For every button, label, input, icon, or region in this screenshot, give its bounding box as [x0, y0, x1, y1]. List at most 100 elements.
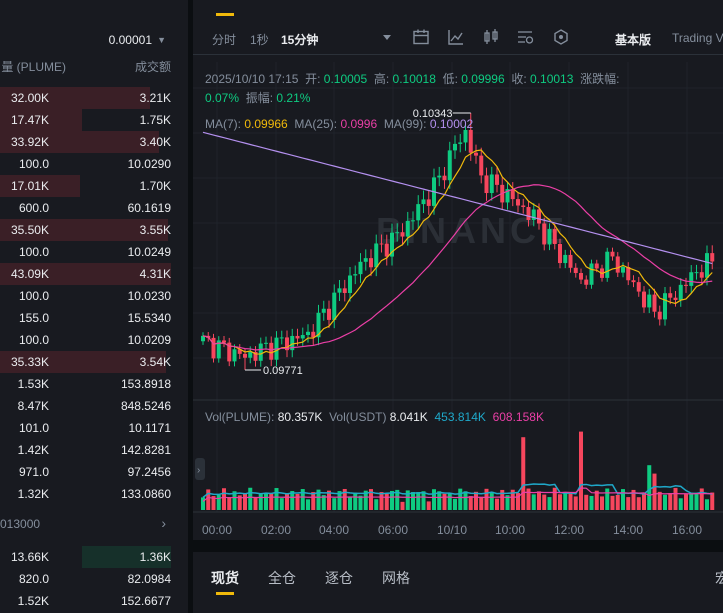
tab-grid[interactable]: 网格 [382, 570, 410, 586]
volume-bar [610, 495, 615, 510]
mid-price-row[interactable]: 013000 › [0, 512, 188, 536]
bid-row[interactable]: 13.66K 1.36K [0, 546, 171, 568]
bid-row[interactable]: 1.52K 152.6677 [0, 590, 171, 612]
ask-row[interactable]: 32.00K 3.21K [0, 87, 171, 109]
ask-row[interactable]: 17.01K 1.70K [0, 175, 171, 197]
ask-row[interactable]: 35.50K 3.55K [0, 219, 171, 241]
ma7-label: MA(7): [205, 117, 241, 131]
vol-label: Vol(PLUME): [205, 410, 275, 424]
ma99-line [202, 131, 713, 265]
tab-cross[interactable]: 全仓 [268, 570, 296, 586]
tab-spot[interactable]: 现货 [211, 570, 239, 586]
hexagon-icon[interactable] [552, 28, 570, 46]
bid-total: 1.36K [139, 550, 171, 564]
ask-row[interactable]: 100.0 10.0230 [0, 285, 171, 307]
volume-bar [222, 488, 226, 510]
ask-qty: 155.0 [18, 311, 49, 325]
indicator-icon[interactable] [516, 28, 534, 46]
tab-tradingview[interactable]: Trading V [672, 31, 723, 45]
ma-info-line: MA(7): 0.09966 MA(25): 0.0996 MA(99): 0.… [205, 117, 473, 131]
volume-ma-line [202, 483, 713, 498]
tab-time[interactable]: 分时 [212, 33, 237, 47]
ask-row[interactable]: 1.53K 153.8918 [0, 373, 171, 395]
ask-total: 3.54K [139, 355, 171, 369]
ask-row[interactable]: 43.09K 4.31K [0, 263, 171, 285]
candle-body [589, 263, 594, 285]
vol-ma-a: 453.814K [434, 410, 486, 424]
candle-body [678, 284, 683, 300]
depth-bar [0, 131, 160, 153]
candle-settings-icon[interactable] [482, 28, 500, 46]
ma7-value: 0.09966 [244, 117, 288, 131]
tab-basic[interactable]: 基本版 [615, 33, 652, 47]
ohlc-info-line-2: 0.07% 振幅: 0.21% [205, 89, 310, 106]
order-book: 0.00001 ▼ 量 (PLUME) 成交额 32.00K 3.21K 17.47… [0, 0, 188, 613]
candle-body [458, 142, 463, 144]
chevron-right-icon[interactable]: › [161, 515, 166, 531]
candle-body [358, 261, 363, 275]
tab-15m[interactable]: 15分钟 [281, 33, 319, 47]
chevron-down-icon[interactable] [378, 28, 396, 46]
volume-bar [552, 487, 557, 510]
ask-qty: 32.00K [10, 91, 49, 105]
orderbook-precision-selector[interactable]: 0.00001 ▼ [0, 28, 188, 50]
candle-body [258, 343, 263, 361]
candle-body [227, 342, 232, 362]
depth-bar [0, 87, 151, 109]
ask-row[interactable]: 100.0 10.0209 [0, 329, 171, 351]
volume-bar [264, 493, 268, 510]
volume-bar [327, 490, 331, 510]
ask-row[interactable]: 8.47K 848.5246 [0, 395, 171, 417]
chevron-down-icon[interactable]: ▼ [157, 35, 166, 45]
candle-body [426, 199, 431, 206]
volume-bar [516, 493, 520, 510]
right-edge-glyph[interactable]: 宏 [715, 570, 723, 586]
ma25-value: 0.0996 [340, 117, 378, 131]
ask-qty: 100.0 [18, 289, 49, 303]
ask-row[interactable]: 33.92K 3.40K [0, 131, 171, 153]
ask-qty: 1.32K [17, 487, 49, 501]
volume-bar [243, 493, 247, 510]
ask-row[interactable]: 100.0 10.0290 [0, 153, 171, 175]
line-chart-icon[interactable] [447, 28, 465, 46]
ask-row[interactable]: 17.47K 1.75K [0, 109, 171, 131]
calendar-icon[interactable] [412, 28, 430, 46]
volume-bar [237, 495, 242, 510]
bid-row[interactable]: 820.0 82.0984 [0, 568, 171, 590]
candle-body [468, 129, 473, 153]
candle-body [699, 272, 704, 278]
tab-isolated[interactable]: 逐仓 [325, 570, 353, 586]
ask-row[interactable]: 100.0 10.0249 [0, 241, 171, 263]
panel-divider [188, 0, 193, 613]
ask-total: 1.75K [139, 113, 171, 127]
column-header-total: 成交额 [134, 60, 171, 74]
candle-body [306, 331, 310, 336]
volume-bar [353, 492, 358, 510]
candle-body [568, 254, 573, 268]
ask-row[interactable]: 155.0 15.5340 [0, 307, 171, 329]
volume-bar [684, 494, 688, 510]
volume-bar [295, 493, 300, 510]
ask-row[interactable]: 101.0 10.1171 [0, 417, 171, 439]
candle-body [237, 349, 242, 354]
volume-bar [584, 494, 589, 510]
candle-body [253, 351, 258, 361]
volume-bar [558, 494, 562, 510]
ask-row[interactable]: 600.0 60.1619 [0, 197, 171, 219]
candle-body [552, 229, 557, 245]
tab-1s[interactable]: 1秒 [250, 33, 269, 47]
high-value: 0.10018 [392, 72, 436, 86]
ask-row[interactable]: 35.33K 3.54K [0, 351, 171, 373]
candle-body [647, 294, 652, 308]
depth-bar [0, 263, 171, 285]
ask-row[interactable]: 1.42K 142.8281 [0, 439, 171, 461]
ask-row[interactable]: 971.0 97.2456 [0, 461, 171, 483]
precision-value[interactable]: 0.00001 [108, 33, 152, 47]
volume-bar [531, 494, 536, 510]
low-marker-label: 0.09771 [263, 365, 303, 377]
mid-price: 013000 [0, 517, 41, 531]
ask-row[interactable]: 1.32K 133.0860 [0, 483, 171, 505]
volume-bar [279, 498, 284, 510]
volume-bar [447, 492, 452, 510]
